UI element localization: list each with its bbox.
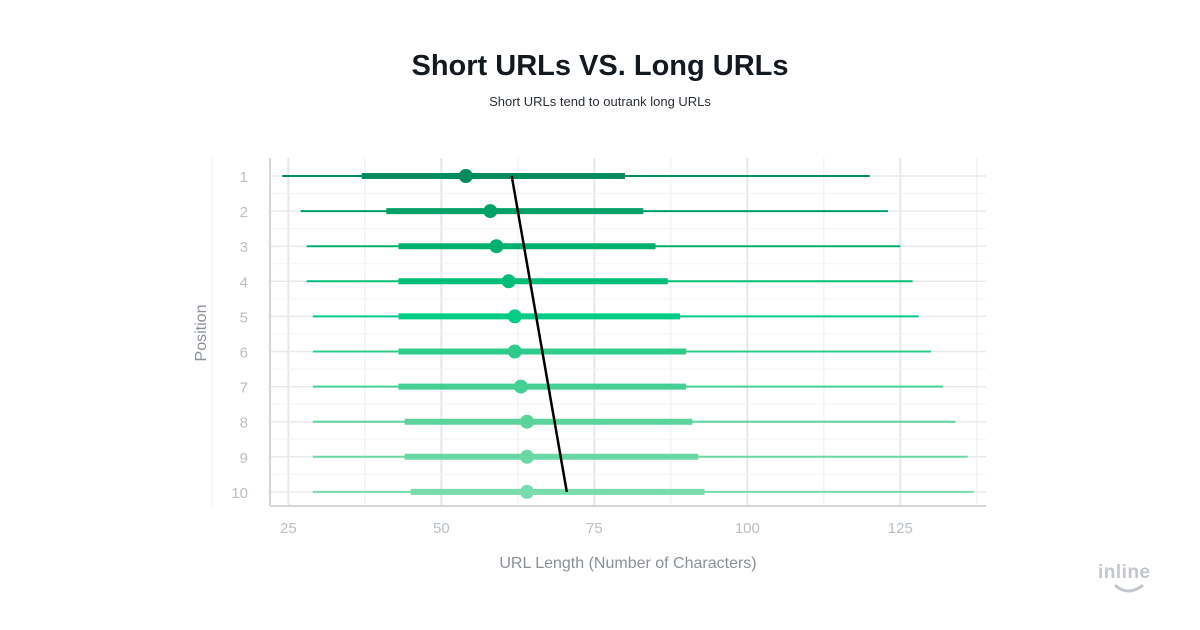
y-tick-label: 5	[240, 309, 248, 326]
y-tick-label: 2	[240, 204, 248, 221]
y-tick-label: 9	[240, 450, 248, 467]
median-point	[520, 449, 535, 464]
logo-smile-icon	[1114, 584, 1144, 593]
y-tick-label: 4	[240, 274, 248, 291]
x-axis-title: URL Length (Number of Characters)	[499, 555, 756, 572]
inline-logo: inline	[1098, 562, 1160, 596]
median-point	[489, 239, 504, 254]
row-position-6	[312, 344, 931, 359]
row-position-3	[306, 239, 901, 254]
median-point	[520, 414, 535, 429]
median-point	[520, 484, 535, 499]
row-position-5	[312, 309, 919, 324]
y-tick-label: 8	[240, 415, 248, 432]
median-point	[458, 169, 473, 183]
y-tick-label: 10	[231, 485, 248, 502]
x-tick-label: 75	[586, 520, 603, 537]
y-tick-label: 6	[240, 345, 248, 362]
row-position-2	[300, 204, 889, 219]
y-tick-label: 1	[240, 169, 248, 186]
median-point	[483, 204, 498, 219]
chart-axes	[269, 158, 986, 507]
row-position-7	[312, 379, 944, 394]
row-position-1	[282, 169, 870, 183]
row-position-9	[312, 449, 968, 464]
chart-ticks: 1 2 3 4 5 6 7 8 9 10 25 50 75 100 125	[231, 169, 913, 537]
median-point	[513, 379, 528, 394]
row-position-10	[312, 484, 974, 499]
chart-rows	[282, 169, 974, 499]
chart-title: Short URLs VS. Long URLs	[411, 50, 789, 82]
chart-subtitle: Short URLs tend to outrank long URLs	[489, 94, 711, 109]
trend-line	[510, 175, 569, 493]
median-point	[501, 274, 516, 289]
median-point	[507, 344, 522, 359]
logo-wordmark: inline	[1098, 562, 1151, 583]
y-tick-label: 7	[240, 380, 248, 397]
y-axis-title: Position	[193, 305, 210, 362]
median-point	[507, 309, 522, 324]
x-tick-label: 50	[433, 520, 450, 537]
y-tick-label: 3	[240, 239, 248, 256]
row-position-8	[312, 414, 956, 429]
row-position-4	[306, 274, 913, 289]
x-tick-label: 100	[735, 520, 760, 537]
x-tick-label: 125	[888, 520, 913, 537]
x-tick-label: 25	[280, 520, 297, 537]
